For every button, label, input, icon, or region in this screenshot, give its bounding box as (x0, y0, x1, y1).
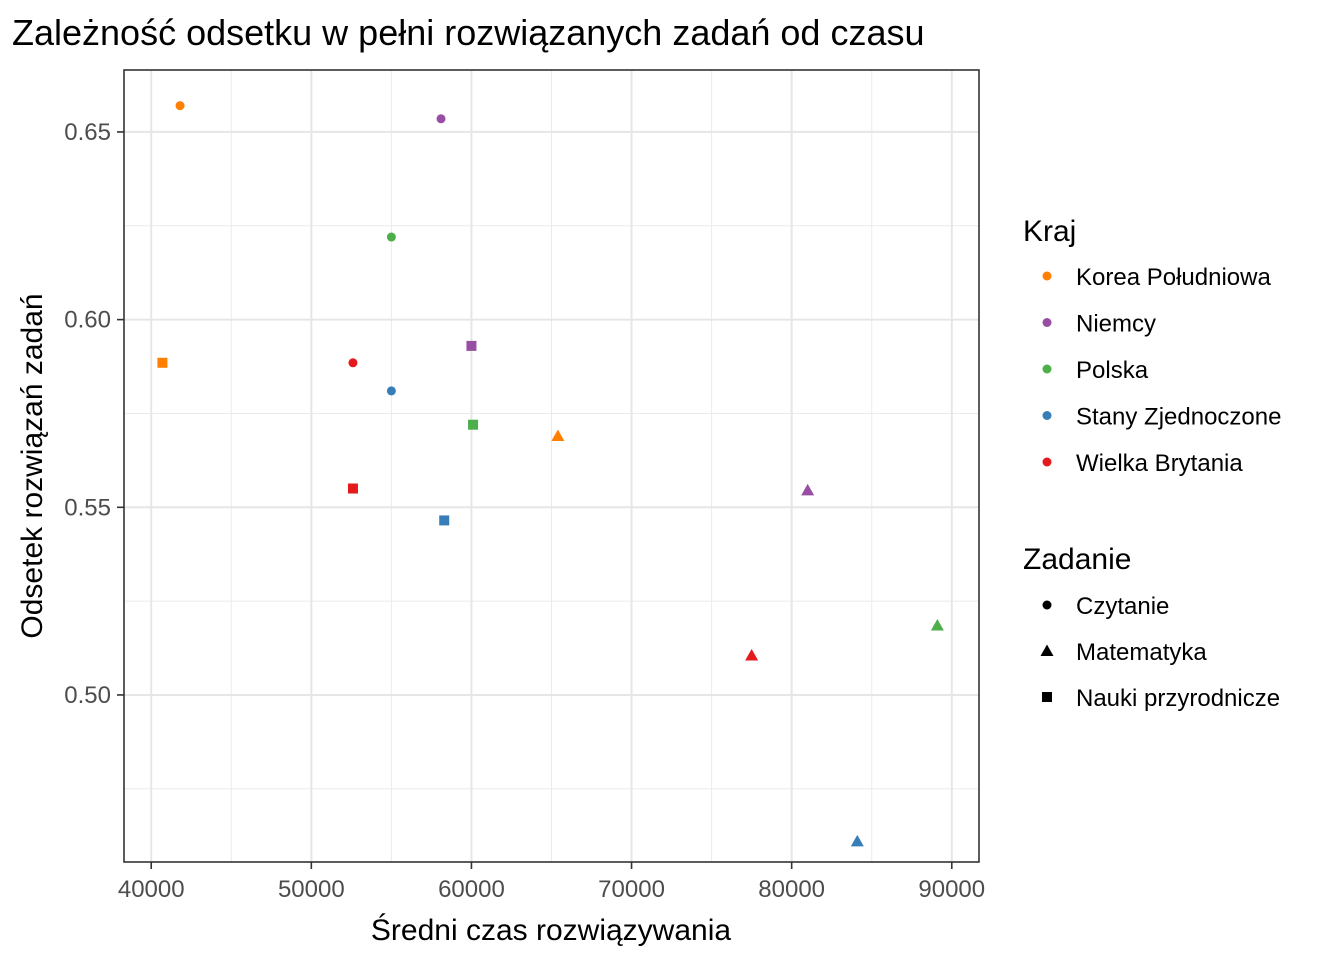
legend-country-label: Polska (1076, 357, 1149, 384)
legend-country-label: Wielka Brytania (1076, 450, 1243, 477)
data-point (175, 101, 185, 111)
data-point (386, 386, 396, 396)
data-point (386, 232, 396, 242)
legend-task-key (1042, 692, 1052, 702)
y-axis-title: Odsetek rozwiązań zadań (16, 293, 49, 638)
y-tick-label: 0.65 (64, 119, 111, 146)
legend-country-label: Stany Zjednoczone (1076, 404, 1281, 431)
y-axis-ticks: 0.50 0.55 0.60 0.65 (64, 119, 124, 709)
plot-border (123, 69, 980, 863)
data-point (551, 429, 565, 441)
data-point (347, 483, 358, 494)
legend-task-key (1042, 600, 1052, 610)
legend-country-key (1042, 411, 1052, 420)
data-point (157, 357, 168, 368)
data-point (930, 619, 944, 631)
data-point (468, 419, 479, 430)
legend-task-key (1040, 644, 1054, 656)
legend-country-key (1042, 364, 1052, 374)
x-tick-label: 80000 (758, 876, 825, 903)
legend-country-label: Korea Południowa (1076, 264, 1271, 291)
data-point (801, 483, 815, 496)
y-tick-label: 0.60 (64, 307, 111, 334)
legend-country-title: Kraj (1023, 215, 1076, 248)
grid-lines (124, 70, 979, 862)
legend-country-label: Niemcy (1076, 311, 1156, 338)
legend-task-label: Czytanie (1076, 593, 1169, 620)
data-point (850, 834, 864, 847)
x-tick-label: 70000 (598, 876, 665, 903)
legend-country-key (1042, 457, 1052, 467)
y-tick-label: 0.50 (64, 682, 111, 709)
x-tick-label: 90000 (918, 876, 985, 903)
data-points (157, 101, 944, 847)
legend-task-label: Nauki przyrodnicze (1076, 685, 1280, 712)
legend-task-title: Zadanie (1023, 543, 1131, 576)
legend-task-label: Matematyka (1076, 639, 1207, 666)
data-point (466, 340, 477, 351)
x-tick-label: 60000 (438, 876, 505, 903)
legend-country: Kraj Korea Południowa Niemcy Polska Stany Z… (1023, 215, 1281, 477)
data-point (745, 649, 759, 661)
data-point (348, 358, 358, 368)
y-tick-label: 0.55 (64, 494, 111, 521)
data-point (439, 515, 450, 526)
legend-country-key (1042, 318, 1052, 327)
x-axis-ticks: 40000 50000 60000 70000 80000 90000 (118, 862, 985, 903)
x-tick-label: 50000 (278, 876, 345, 903)
legend-country-key (1042, 271, 1052, 281)
legend-task: Zadanie Czytanie Matematyka Nauki przyrodn… (1023, 543, 1280, 712)
chart-title: Zależność odsetku w pełni rozwiązanych z… (12, 12, 925, 53)
x-tick-label: 40000 (118, 876, 185, 903)
x-axis-title: Średni czas rozwiązywania (371, 913, 731, 947)
data-point (436, 114, 446, 124)
